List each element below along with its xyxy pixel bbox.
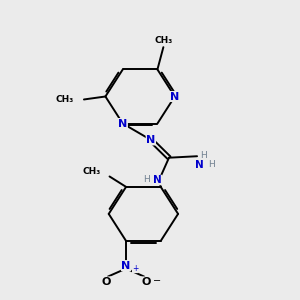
Text: H: H (200, 151, 206, 160)
Text: O: O (141, 277, 151, 287)
Text: +: + (132, 264, 138, 273)
Text: N: N (153, 175, 162, 185)
Text: CH₃: CH₃ (56, 95, 74, 104)
Text: CH₃: CH₃ (82, 167, 100, 176)
Text: −: − (154, 276, 162, 286)
Text: H: H (143, 176, 150, 184)
Text: N: N (146, 135, 155, 145)
Text: O: O (102, 277, 111, 287)
Text: N: N (195, 160, 204, 170)
Text: H: H (208, 160, 215, 169)
Text: N: N (122, 261, 131, 271)
Text: CH₃: CH₃ (154, 36, 172, 45)
Text: N: N (170, 92, 179, 101)
Text: N: N (118, 118, 128, 128)
